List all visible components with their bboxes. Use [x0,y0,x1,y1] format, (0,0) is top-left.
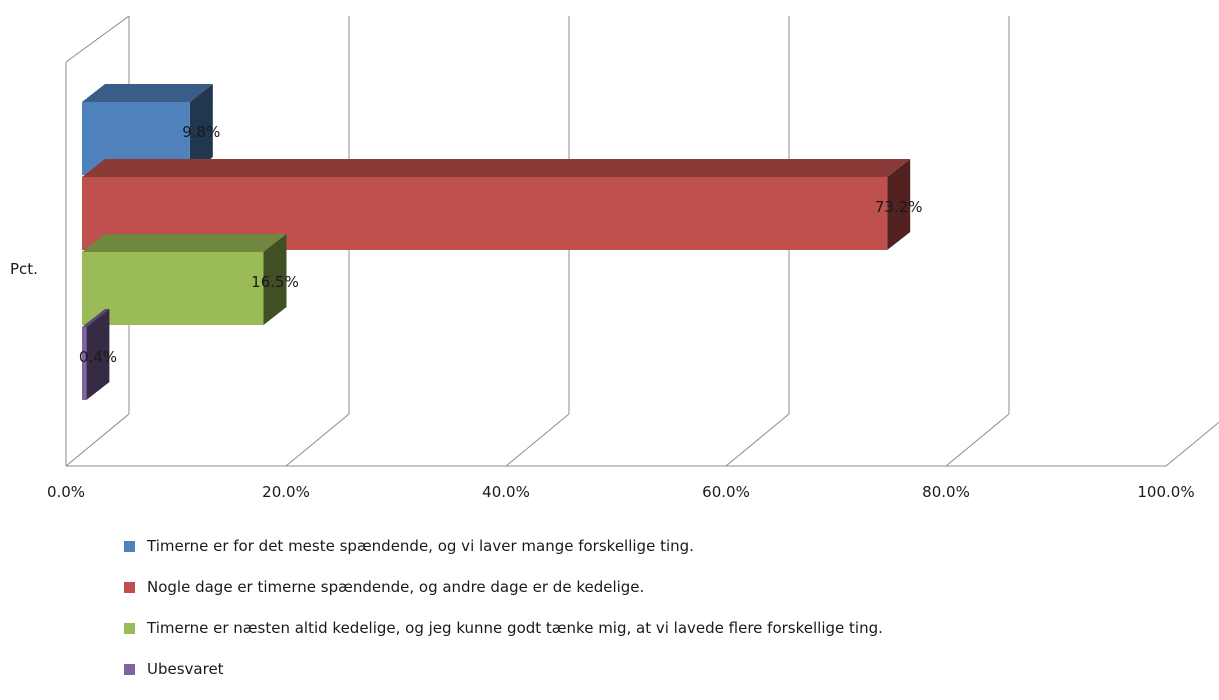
x-tick-label: 0.0% [47,483,85,501]
floor-gridline [725,413,790,467]
data-label: 9.8% [182,123,220,141]
bar-top [82,159,911,177]
legend-swatch [124,540,135,552]
x-tick-label: 20.0% [262,483,310,501]
category-label: Pct. [10,260,38,278]
legend-item: Timerne er for det meste spændende, og v… [124,536,1184,556]
floor-gridline [285,413,350,467]
bar-side [189,84,213,175]
legend-swatch [124,581,135,593]
x-tick-label: 40.0% [482,483,530,501]
labels: 0.0% 20.0% 40.0% 60.0% 80.0% 100.0% Pct. 9.8% 73… [10,123,1195,501]
bar-front [82,252,264,325]
legend-label: Nogle dage er timerne spændende, og andr… [147,578,645,596]
bars [82,84,911,400]
floor-gridline [945,413,1010,467]
bar-side [86,309,110,400]
legend: Timerne er for det meste spændende, og v… [124,536,1184,700]
bar-front [82,327,87,400]
x-tick-label: 80.0% [922,483,970,501]
legend-label: Ubesvaret [147,660,224,678]
data-label: 16.5% [251,273,299,291]
x-tick-label: 100.0% [1137,483,1194,501]
data-label: 73.2% [875,198,923,216]
legend-swatch [124,663,135,675]
floor-gridline [505,413,570,467]
data-label: 0.4% [79,348,117,366]
bar-side [887,159,911,250]
legend-item: Nogle dage er timerne spændende, og andr… [124,577,1184,597]
legend-item: Timerne er næsten altid kedelige, og jeg… [124,618,1184,638]
legend-label: Timerne er næsten altid kedelige, og jeg… [147,619,883,637]
bar-top [82,234,287,252]
bar-top [82,84,213,102]
bar-side [263,234,287,325]
x-tick-label: 60.0% [702,483,750,501]
bar [82,309,110,400]
bar [82,234,287,325]
legend-label: Timerne er for det meste spændende, og v… [147,537,694,555]
side-wall-edge [65,15,130,63]
legend-swatch [124,622,135,634]
legend-item: Ubesvaret [124,659,1184,679]
bar-top [82,309,110,327]
floor-gridline [1165,421,1219,467]
bar-chart: 0.0% 20.0% 40.0% 60.0% 80.0% 100.0% Pct. 9.8% 73… [10,15,1219,501]
floor-gridline [65,413,130,467]
